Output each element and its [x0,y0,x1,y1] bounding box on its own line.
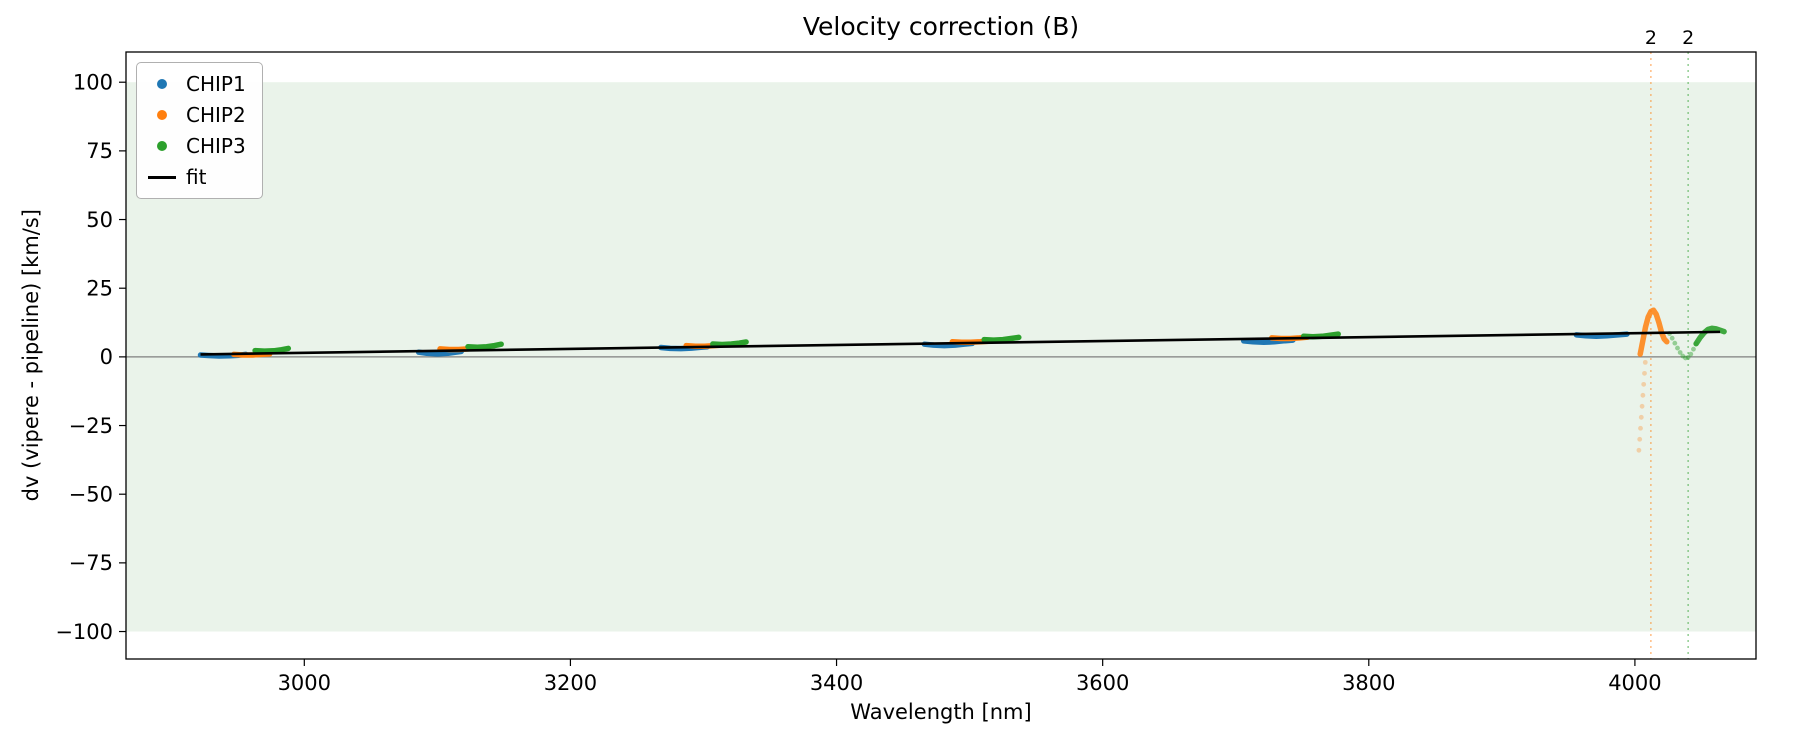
x-axis-ticks: 3000 3200 3400 3600 3800 4000 [278,659,1662,695]
y-tick-label: −75 [69,551,113,575]
data-point [1675,345,1680,351]
x-tick-label: 3000 [278,671,331,695]
data-point [1672,340,1678,346]
y-tick-label: −50 [69,483,113,507]
y-tick-label: 0 [100,345,113,369]
legend-entry-CHIP2: CHIP2 [148,103,246,127]
legend-label: CHIP1 [186,72,246,96]
legend-dot-marker [148,141,176,151]
legend-entry-fit: fit [148,165,246,189]
data-point [1636,447,1642,453]
data-point [1640,392,1646,398]
series-CHIP3 [252,325,1727,361]
legend-marker-shape [157,141,167,151]
y-axis-label: dv (vipere - pipeline) [km/s] [19,209,43,502]
data-point [1637,436,1643,442]
data-segment [1300,331,1341,340]
axes-spines [125,51,1757,660]
data-point [1680,353,1686,359]
data-segment [981,334,1022,343]
data-point [1685,355,1691,360]
y-axis-label-wrap: dv (vipere - pipeline) [km/s] [14,52,48,659]
x-tick-label: 4000 [1608,671,1661,695]
legend-dot-marker [148,79,176,89]
y-tick-label: 50 [86,208,113,232]
legend-entry-CHIP3: CHIP3 [148,134,246,158]
legend-label: CHIP3 [186,134,246,158]
x-tick-label: 3200 [544,671,597,695]
legend-marker-shape [148,175,176,179]
fit-line [200,330,1721,356]
vline-label-0: 2 [1645,27,1657,49]
legend-marker-shape [157,110,167,120]
data-segment [1693,325,1727,347]
y-tick-label: −100 [55,620,113,644]
vline-label-1: 2 [1682,27,1694,49]
data-point [1638,414,1644,420]
y-tick-label: 25 [86,277,113,301]
legend-label: fit [186,165,207,189]
data-segment [1573,331,1630,340]
y-tick-label: −25 [69,414,113,438]
data-segment [465,341,504,351]
y-tick-label: 75 [86,139,113,163]
legend-label: CHIP2 [186,103,246,127]
x-tick-label: 3400 [810,671,863,695]
legend-dot-marker [148,110,176,120]
y-axis-ticks: −100 −75 −50 −25 0 25 50 75 100 [55,71,126,644]
data-point [1691,346,1696,352]
x-tick-label: 3600 [1076,671,1129,695]
data-point [1641,381,1647,387]
chart-title: Velocity correction (B) [802,12,1080,41]
data-point [1638,425,1643,431]
data-point [1688,351,1694,357]
legend-entry-CHIP1: CHIP1 [148,72,246,96]
data-point [1639,403,1645,409]
data-point [1677,350,1683,355]
y-tick-label: 100 [73,71,113,95]
legend-line-marker [148,175,176,179]
x-axis-label: Wavelength [nm] [850,700,1032,724]
x-tick-label: 3800 [1342,671,1395,695]
data-point [1642,359,1648,365]
data-point [1669,335,1675,341]
data-segment [1637,307,1670,357]
legend-marker-shape [157,79,167,89]
data-segment [710,339,749,348]
data-point [1683,355,1688,361]
data-point [1642,370,1647,376]
legend: CHIP1 CHIP2 CHIP3 fit [136,62,263,199]
data-segment [252,345,292,354]
